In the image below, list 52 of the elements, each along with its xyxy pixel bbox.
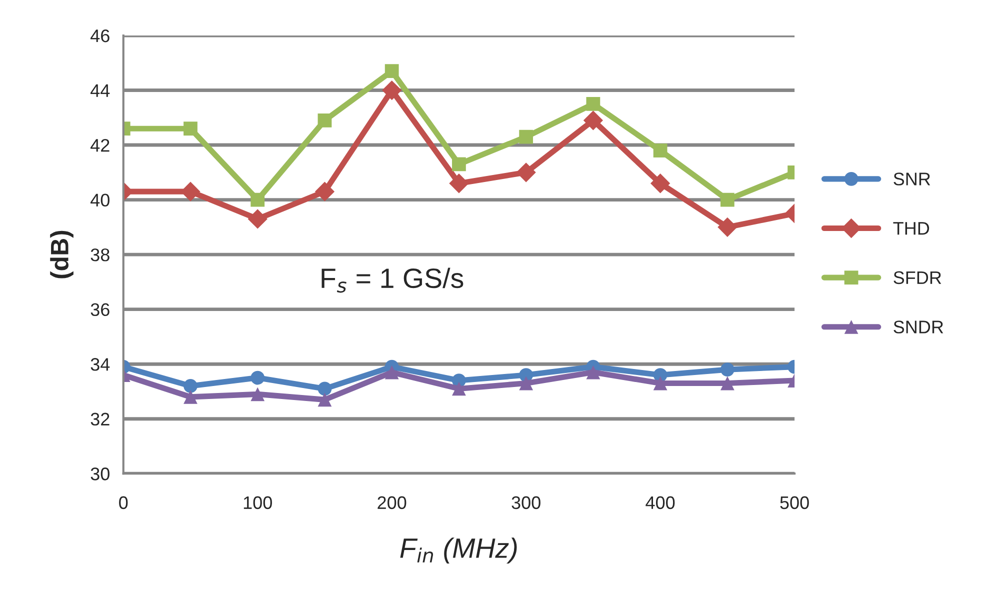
legend-label: THD <box>893 222 930 235</box>
point <box>184 122 198 136</box>
y-tick-label: 30 <box>90 468 110 480</box>
x-tick-label: 300 <box>512 496 540 510</box>
point <box>452 382 466 396</box>
point <box>382 80 402 100</box>
x-tick-label: 400 <box>646 496 675 510</box>
point <box>452 157 466 172</box>
point <box>718 217 738 237</box>
point <box>184 390 198 404</box>
point <box>250 370 265 385</box>
y-tick-label: 46 <box>90 29 110 42</box>
y-tick-label: 38 <box>90 248 110 262</box>
annotation: F$_{s}$ = 1 GS/s <box>322 268 464 293</box>
point <box>586 97 600 111</box>
x-axis-title: F$_{in}$ (MHz) <box>400 538 517 564</box>
legend-label: SNDR <box>894 320 944 334</box>
point <box>720 192 734 207</box>
y-tick-label: 40 <box>90 194 110 207</box>
point <box>653 144 668 158</box>
x-tick-label: 100 <box>244 496 272 510</box>
point <box>384 365 399 380</box>
point <box>519 130 534 144</box>
x-tick-label: 200 <box>378 496 406 510</box>
point <box>653 376 668 390</box>
point <box>248 209 268 229</box>
y-tick-label: 34 <box>90 358 110 371</box>
legend-label: SFDR <box>894 271 942 284</box>
point <box>318 392 332 407</box>
y-tick-label: 42 <box>90 138 110 152</box>
legend-label: SNR <box>894 172 930 186</box>
point <box>250 387 265 402</box>
point <box>650 174 670 194</box>
point <box>519 376 534 390</box>
point <box>318 382 332 396</box>
x-tick-label: 500 <box>780 496 809 510</box>
y-tick-label: 36 <box>90 303 110 316</box>
point <box>583 110 604 130</box>
x-tick-label: 0 <box>119 496 128 510</box>
y-tick-label: 32 <box>90 412 110 426</box>
point <box>449 174 469 194</box>
point <box>384 64 399 78</box>
point <box>720 376 734 390</box>
point <box>184 379 198 393</box>
point <box>318 113 332 128</box>
point <box>314 182 335 202</box>
point <box>720 362 734 376</box>
point <box>250 192 265 207</box>
point <box>586 365 600 380</box>
y-axis-title: (dB) <box>50 230 74 278</box>
point <box>516 162 536 182</box>
y-tick-label: 44 <box>90 84 110 97</box>
